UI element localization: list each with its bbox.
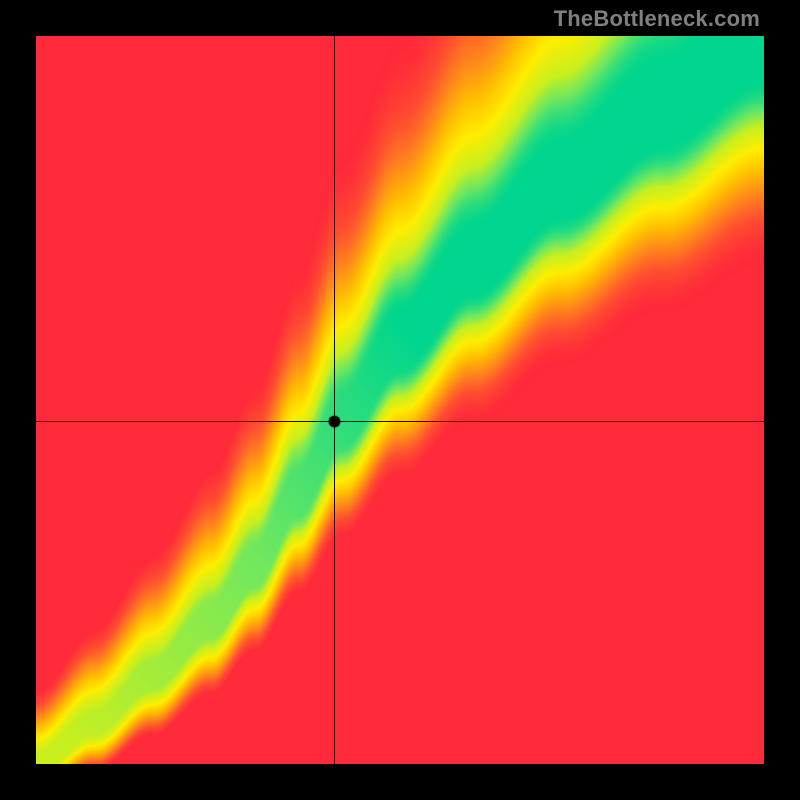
watermark-text: TheBottleneck.com bbox=[554, 6, 760, 32]
chart-area bbox=[36, 36, 764, 764]
crosshair-point bbox=[36, 36, 764, 764]
